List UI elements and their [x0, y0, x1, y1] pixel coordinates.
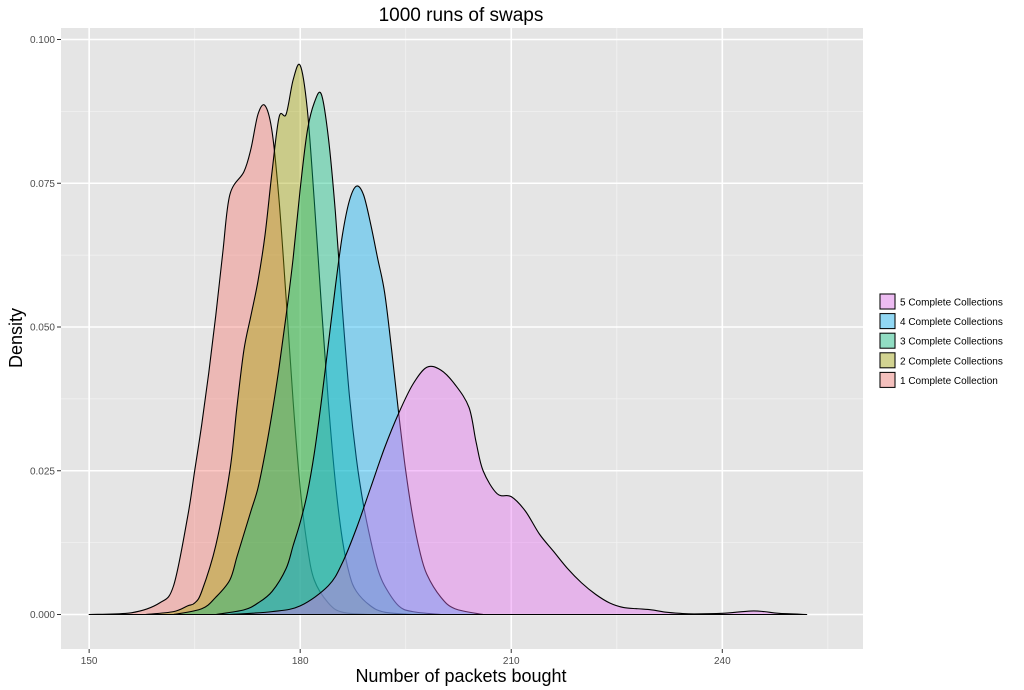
grid-minor: [61, 28, 863, 649]
legend-item: 4 Complete Collections: [879, 312, 1003, 330]
legend-key-bg: [879, 371, 896, 389]
legend-swatch: [879, 352, 896, 369]
density-area-5: [229, 365, 808, 616]
legend-label: 3 Complete Collections: [900, 337, 1003, 348]
legend-item: 3 Complete Collections: [879, 332, 1003, 350]
legend-swatch: [879, 332, 896, 349]
legend-item: 1 Complete Collection: [879, 371, 998, 389]
y-tick-label: 0.100: [30, 35, 55, 46]
legend-key-bg: [879, 312, 896, 330]
x-tick-label: 150: [81, 656, 98, 667]
legend-swatch: [879, 293, 896, 310]
density-area-4: [215, 185, 484, 616]
legend-label: 2 Complete Collections: [900, 356, 1003, 367]
legend-swatch: [879, 313, 896, 330]
chart-title: 1000 runs of swaps: [379, 5, 544, 26]
y-axis-title: Density: [6, 308, 26, 368]
legend: 5 Complete Collections 4 Complete Collect…: [879, 293, 1003, 389]
x-axis: 150 180 210 240: [81, 649, 731, 667]
legend-key-bg: [879, 332, 896, 350]
legend-item: 5 Complete Collections: [879, 293, 1003, 310]
legend-item: 2 Complete Collections: [879, 351, 1003, 369]
legend-label: 5 Complete Collections: [900, 298, 1003, 309]
density-areas: [88, 63, 808, 616]
legend-label: 1 Complete Collection: [900, 376, 998, 387]
x-tick-label: 210: [503, 656, 520, 667]
legend-label: 4 Complete Collections: [900, 317, 1003, 328]
y-tick-label: 0.000: [30, 610, 55, 621]
legend-key-bg: [879, 351, 896, 369]
density-area-3: [173, 91, 442, 616]
y-tick-label: 0.075: [30, 179, 55, 190]
legend-swatch: [879, 371, 896, 388]
x-axis-title: Number of packets bought: [355, 666, 566, 686]
x-tick-label: 180: [292, 656, 309, 667]
y-axis: 0.000 0.025 0.050 0.075 0.100: [30, 35, 61, 621]
legend-key-bg: [879, 293, 896, 310]
y-tick-label: 0.050: [30, 323, 55, 334]
density-area-1: [88, 104, 372, 616]
y-tick-label: 0.025: [30, 466, 55, 477]
x-tick-label: 240: [714, 656, 731, 667]
grid-major: [61, 28, 863, 649]
